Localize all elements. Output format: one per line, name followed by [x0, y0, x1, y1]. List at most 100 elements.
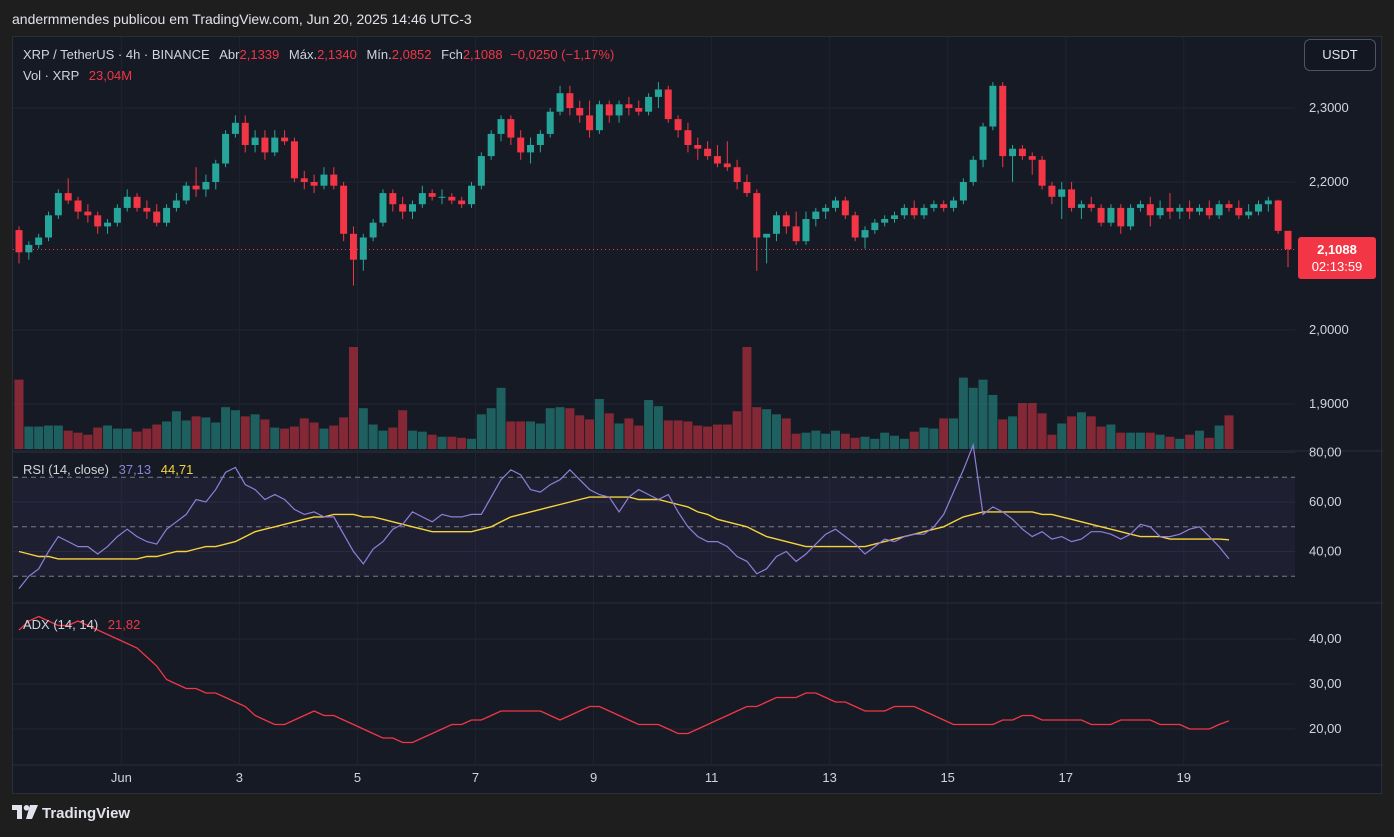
volume-bar: [899, 438, 909, 449]
open-label: Abr: [219, 47, 240, 62]
volume-bar: [112, 428, 122, 449]
time-tick-label: 19: [1177, 770, 1191, 785]
volume-bar: [998, 419, 1008, 449]
adx-line: [18, 615, 1230, 744]
volume-bar: [890, 435, 900, 449]
volume-bar: [1165, 436, 1175, 449]
volume-bar: [476, 414, 486, 449]
footer-brand[interactable]: TradingView: [12, 805, 130, 823]
candle-body: [782, 215, 790, 227]
volume-bar: [535, 423, 545, 449]
volume-bar: [486, 408, 496, 449]
volume-bar: [919, 427, 929, 449]
candle-body: [133, 196, 141, 208]
volume-bar: [1145, 432, 1155, 449]
candle-body: [379, 193, 387, 223]
candle-body: [428, 193, 436, 197]
candle-body: [841, 200, 849, 216]
top-bar: andermmendes publicou em TradingView.com…: [0, 0, 1394, 36]
symbol-label[interactable]: XRP / TetherUS · 4h · BINANCE: [23, 47, 210, 62]
candle-body: [527, 145, 535, 153]
volume-bar: [791, 433, 801, 449]
volume-legend: Vol · XRP 23,04M: [23, 68, 132, 83]
candle-body: [979, 126, 987, 160]
chart-canvas[interactable]: 2,3000 2,2000 2,0000 1,9000 80,00 60,00 40,00 4…: [13, 37, 1383, 795]
candle-body: [64, 193, 72, 201]
candle-body: [45, 215, 53, 238]
candle-body: [753, 193, 761, 238]
rsi-tick-label: 40,00: [1309, 544, 1342, 559]
volume-bar: [742, 347, 752, 449]
candle-body: [576, 108, 584, 116]
volume-bar: [378, 430, 388, 449]
candle-body: [448, 196, 456, 201]
volume-bar: [1057, 423, 1067, 449]
volume-bar: [693, 425, 703, 449]
candle-body: [94, 215, 102, 227]
candle-body: [871, 222, 879, 231]
candle-body: [517, 137, 525, 153]
time-tick-label: 3: [236, 770, 243, 785]
candle-body: [1048, 185, 1056, 197]
y-axis-labels: 2,3000 2,2000 2,0000 1,9000 80,00 60,00 40,00 4…: [1309, 100, 1349, 736]
volume-bar: [1155, 434, 1165, 449]
rsi-ma-line: [18, 496, 1230, 560]
rsi-ma-value: 44,71: [160, 462, 194, 477]
volume-bar: [1135, 432, 1145, 449]
candle-body: [743, 182, 751, 194]
candle-body: [723, 163, 731, 168]
adx-value: 21,82: [107, 617, 141, 632]
price-tick-label: 2,0000: [1309, 322, 1349, 337]
volume-bar: [142, 428, 152, 449]
volume-bar: [289, 426, 299, 449]
candle-body: [202, 182, 210, 190]
volume-bar: [467, 438, 477, 449]
candle-body: [212, 163, 220, 182]
adx-tick-label: 20,00: [1309, 721, 1342, 736]
candle-body: [733, 167, 741, 182]
volume-bar: [1194, 430, 1204, 449]
adx-legend: ADX (14, 14) 21,82: [23, 617, 140, 632]
volume-bar: [634, 425, 644, 449]
volume-bar: [1008, 416, 1018, 449]
volume-bar: [211, 422, 221, 449]
chart-frame[interactable]: 2,3000 2,2000 2,0000 1,9000 80,00 60,00 40,00 4…: [12, 36, 1383, 795]
candle-body: [1136, 204, 1144, 208]
volume-bar: [909, 431, 919, 449]
volume-bar: [496, 387, 506, 449]
candle-body: [566, 93, 574, 108]
time-tick-label: 13: [822, 770, 836, 785]
candle-body: [290, 141, 298, 179]
volume-bar: [1027, 403, 1037, 449]
candle-body: [104, 222, 112, 227]
volume-bar: [683, 421, 693, 449]
candle-body: [900, 207, 908, 216]
last-price-value: 2,1088: [1317, 242, 1357, 257]
rsi-label[interactable]: RSI (14, close): [23, 462, 109, 477]
volume-bar: [762, 409, 772, 449]
candle-body: [1107, 207, 1115, 223]
volume-bar: [1116, 432, 1126, 449]
candle-body: [281, 137, 289, 142]
x-axis-labels: Jun 3 5 7 9 11 13 15 17 19: [111, 770, 1191, 785]
volume-bar: [752, 407, 762, 449]
adx-label[interactable]: ADX (14, 14): [23, 617, 99, 632]
candle-body: [418, 193, 426, 205]
candle-body: [851, 215, 859, 238]
volume-bar: [821, 433, 831, 449]
candle-body: [1166, 207, 1174, 212]
volume-bar: [53, 425, 63, 449]
candle-body: [369, 222, 377, 238]
currency-button[interactable]: USDT: [1304, 39, 1376, 71]
candle-body: [999, 85, 1007, 157]
candle-body: [822, 207, 830, 212]
volume-bar: [358, 408, 368, 449]
candle-body: [54, 193, 62, 216]
candle-body: [1009, 148, 1017, 157]
volume-label[interactable]: Vol · XRP: [23, 68, 80, 83]
volume-bar: [103, 425, 113, 449]
candle-body: [1205, 207, 1213, 216]
volume-bar: [575, 415, 585, 449]
volume-bar: [771, 414, 781, 449]
candle-body: [1176, 207, 1184, 212]
